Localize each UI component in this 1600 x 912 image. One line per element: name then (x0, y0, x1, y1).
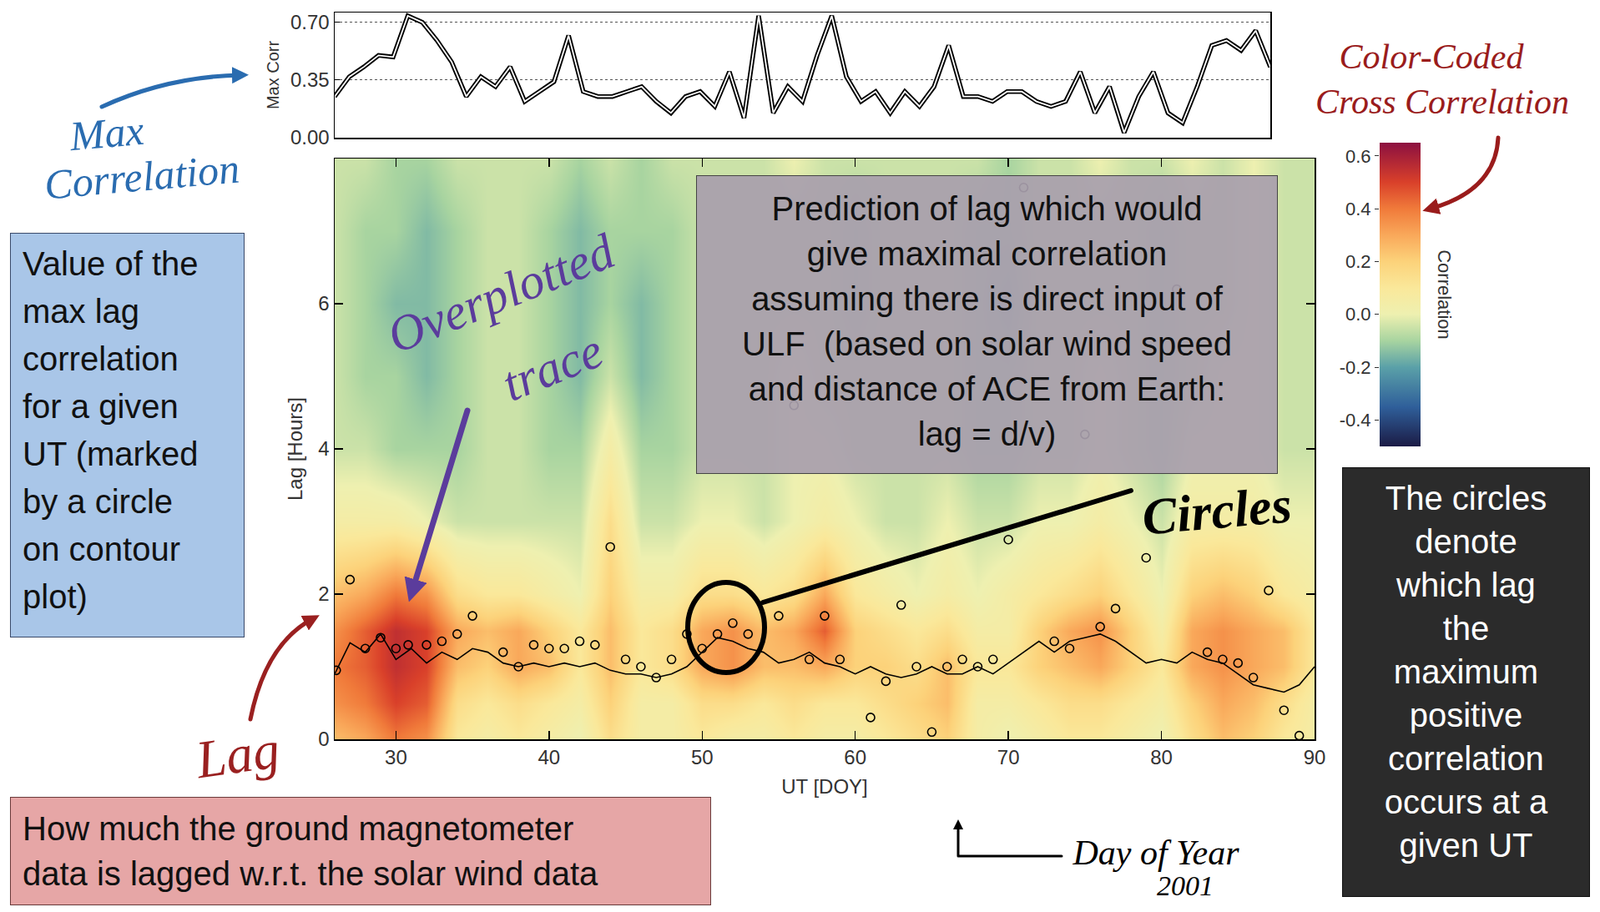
svg-text:0.70: 0.70 (290, 10, 330, 34)
html-text:plot): plot) (22, 578, 88, 616)
html-text:give maximal correlation: give maximal correlation (807, 235, 1167, 273)
svg-text:80: 80 (1150, 746, 1173, 769)
html-text:Value of the: Value of the (22, 245, 199, 283)
html-text:correlation: correlation (22, 340, 179, 378)
svg-text:90: 90 (1303, 746, 1327, 769)
svg-text:0.00: 0.00 (290, 126, 330, 149)
svg-text:0.4: 0.4 (1345, 198, 1372, 220)
html-text:2001: 2001 (1156, 870, 1214, 902)
svg-text:-0.4: -0.4 (1339, 409, 1372, 431)
html-text:Max: Max (67, 106, 146, 160)
svg-text:30: 30 (384, 746, 408, 769)
html-text:How much the ground magnetomet: How much the ground magnetometer (22, 810, 574, 848)
html-text:which lag: which lag (1396, 566, 1536, 604)
svg-text:60: 60 (843, 746, 867, 769)
svg-text:UT [DOY]: UT [DOY] (781, 775, 869, 798)
svg-text:0.2: 0.2 (1345, 251, 1372, 273)
svg-text:0.35: 0.35 (290, 68, 330, 91)
html-text:lag = d/v): lag = d/v) (917, 415, 1057, 453)
html-text:Circles: Circles (1139, 475, 1294, 546)
html-text:The circles: The circles (1385, 479, 1547, 517)
html-text:occurs at a: occurs at a (1384, 783, 1548, 821)
html-text:Lag: Lag (192, 719, 284, 790)
html-text:Day of Year: Day of Year (1072, 833, 1240, 873)
html-text:on contour: on contour (22, 530, 181, 568)
html-text:trace: trace (494, 322, 611, 413)
html-text:Correlation: Correlation (42, 144, 242, 209)
html-text:given UT: given UT (1399, 827, 1533, 864)
svg-text:4: 4 (317, 437, 329, 460)
html-text:max lag: max lag (22, 292, 140, 330)
html-text:and distance of ACE from Earth: and distance of ACE from Earth: (748, 370, 1226, 408)
html-text:Correlation: Correlation (1433, 249, 1455, 340)
html-text:Overplotted: Overplotted (379, 223, 622, 365)
svg-text:Lag [Hours]: Lag [Hours] (283, 397, 307, 501)
svg-text:50: 50 (691, 746, 714, 769)
html-text:ULF (based on solar wind speed: ULF (based on solar wind speed (741, 325, 1232, 363)
html-text:assuming there is direct input: assuming there is direct input of (751, 280, 1223, 318)
svg-text:40: 40 (537, 746, 561, 769)
html-text:denote: denote (1414, 523, 1518, 561)
html-text:maximum: maximum (1393, 653, 1539, 691)
svg-text:6: 6 (317, 292, 329, 315)
svg-text:2: 2 (317, 582, 329, 606)
html-text:the: the (1442, 610, 1490, 647)
svg-text:-0.2: -0.2 (1339, 357, 1372, 379)
html-text:Cross Correlation: Cross Correlation (1315, 82, 1570, 121)
html-text:for a given: for a given (22, 388, 179, 425)
html-text:data is lagged w.r.t. the sola: data is lagged w.r.t. the solar wind dat… (22, 855, 598, 893)
svg-text:70: 70 (997, 746, 1020, 769)
svg-text:0.0: 0.0 (1345, 303, 1372, 325)
html-text:correlation: correlation (1388, 740, 1544, 778)
svg-text:Max Corr: Max Corr (263, 40, 283, 111)
html-text:UT (marked: UT (marked (22, 435, 199, 473)
svg-text:0.6: 0.6 (1345, 146, 1372, 167)
svg-text:0: 0 (317, 727, 329, 751)
html-text:positive: positive (1409, 696, 1523, 734)
html-text:Prediction of lag which would: Prediction of lag which would (771, 190, 1203, 228)
html-text:by a circle: by a circle (22, 483, 173, 520)
html-text:Color-Coded: Color-Coded (1339, 37, 1524, 76)
